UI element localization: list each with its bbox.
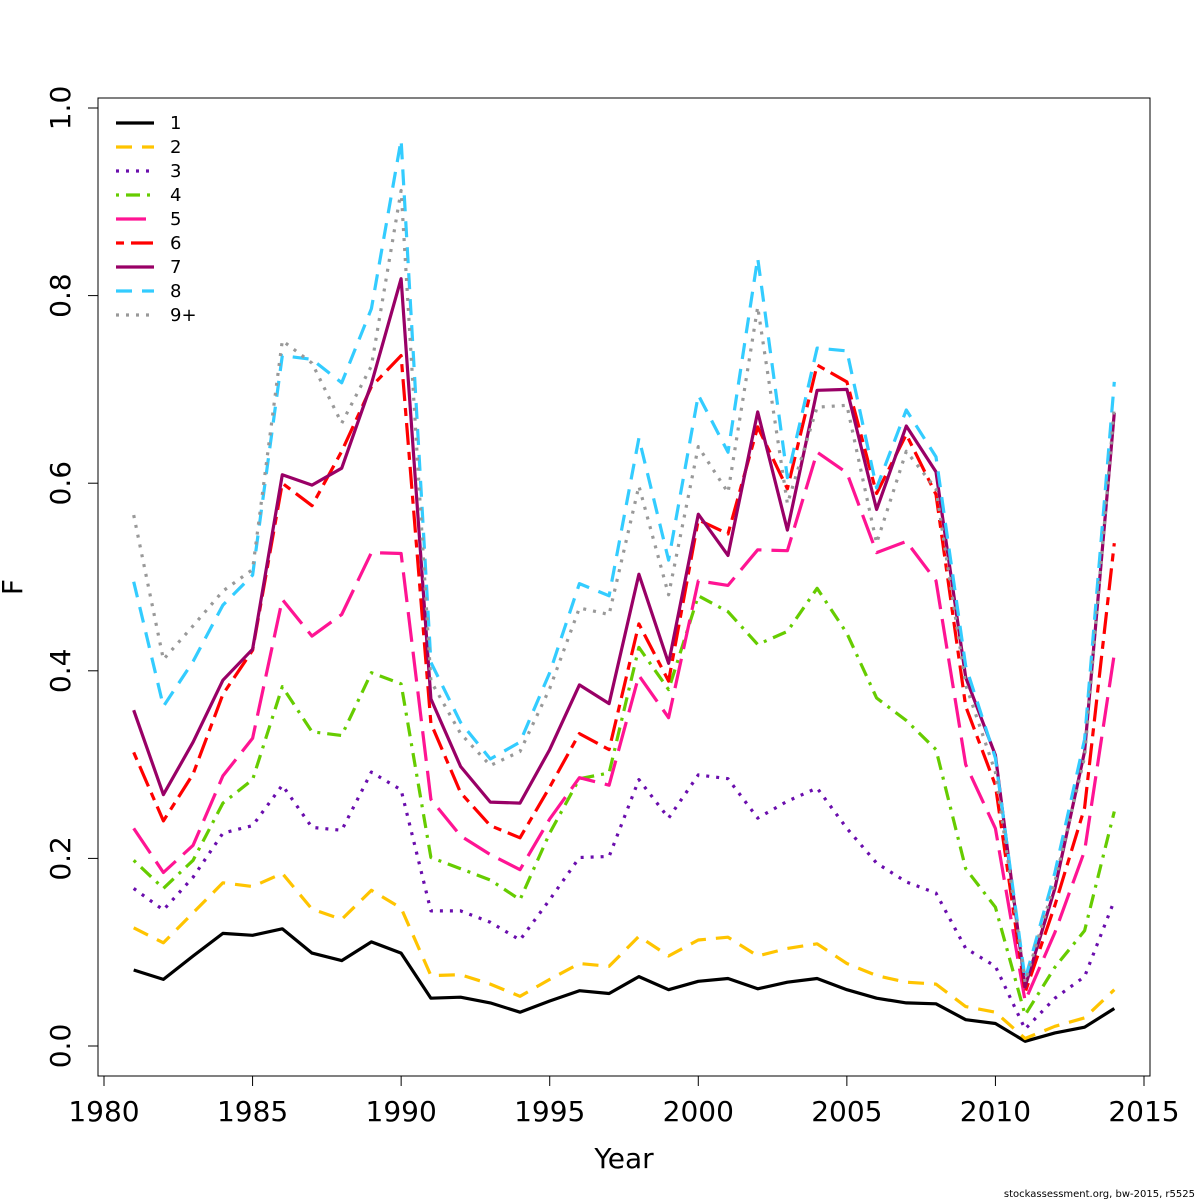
legend-label: 5 [170,209,181,230]
series-line-8 [132,138,1116,982]
y-tick-label: 1.0 [44,86,77,131]
series-line-1 [133,927,1116,1043]
series-line-2 [132,871,1116,1041]
legend-label: 9+ [170,305,197,326]
legend-label: 3 [170,161,181,182]
x-tick-label: 2010 [960,1095,1031,1128]
series-line-3 [132,770,1116,1031]
y-axis-title: F [0,579,29,595]
legend-label: 6 [170,233,181,254]
x-tick-label: 2000 [663,1095,734,1128]
legend-label: 4 [170,185,181,206]
y-tick-label: 0.2 [44,836,77,881]
series-line-9plus [132,188,1116,984]
series-line-7 [132,277,1116,989]
x-tick-label: 1995 [514,1095,585,1128]
series-line-4 [132,586,1116,1017]
x-tick-label: 2005 [811,1095,882,1128]
legend-label: 1 [170,113,181,134]
x-tick-label: 2015 [1108,1095,1179,1128]
credit-text: stockassessment.org, bw-2015, r5525 [1004,1189,1195,1200]
legend-label: 2 [170,137,181,158]
plot-frame [97,97,1151,1077]
legend-label: 7 [170,257,181,278]
legend-label: 8 [170,281,181,302]
x-tick-label: 1980 [68,1095,139,1128]
y-tick-label: 0.8 [44,273,77,318]
x-tick-label: 1990 [366,1095,437,1128]
series-layer [132,138,1116,1043]
series-line-5 [132,450,1116,1003]
y-axis: 0.0 0.2 0.4 0.6 0.8 1.0 [44,86,99,1069]
x-axis-title: Year [593,1142,654,1175]
x-axis: 1980 1985 1990 1995 2000 2005 2010 2015 [68,1075,1180,1128]
y-tick-label: 0.6 [44,461,77,506]
legend: 1 2 3 4 5 6 7 8 9+ [116,113,197,326]
series-line-6 [132,354,1116,995]
x-tick-label: 1985 [217,1095,288,1128]
y-tick-label: 0.0 [44,1024,77,1069]
y-tick-label: 0.4 [44,649,77,694]
